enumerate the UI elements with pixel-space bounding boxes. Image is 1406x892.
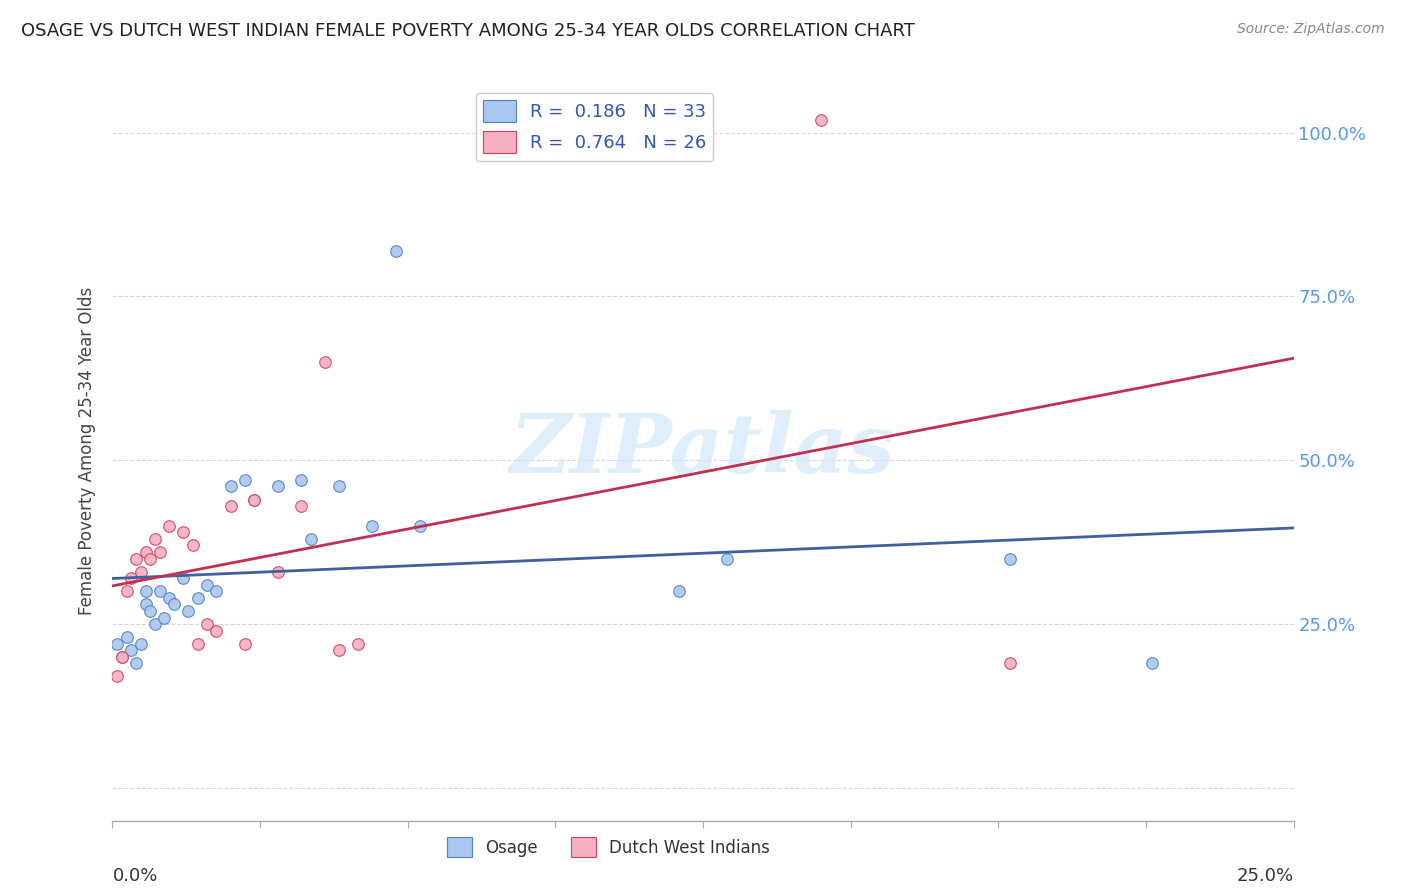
Point: [1140, 657, 1163, 671]
Point: [195, 617, 218, 632]
Point: [267, 565, 290, 579]
Point: [314, 355, 336, 369]
Point: [243, 492, 266, 507]
Point: [157, 518, 180, 533]
Point: [149, 584, 172, 599]
Text: Source: ZipAtlas.com: Source: ZipAtlas.com: [1237, 22, 1385, 37]
Point: [139, 604, 162, 618]
Point: [205, 584, 228, 599]
Point: [105, 637, 128, 651]
Point: [233, 637, 256, 651]
Point: [668, 584, 690, 599]
Point: [172, 571, 194, 585]
Point: [105, 669, 128, 683]
Point: [243, 492, 266, 507]
Text: 0.0%: 0.0%: [112, 866, 157, 885]
Point: [267, 479, 290, 493]
Point: [385, 244, 408, 258]
Point: [219, 479, 242, 493]
Point: [153, 610, 176, 624]
Point: [129, 637, 152, 651]
Point: [716, 551, 738, 566]
Point: [347, 637, 370, 651]
Point: [290, 499, 312, 513]
Point: [149, 545, 172, 559]
Text: OSAGE VS DUTCH WEST INDIAN FEMALE POVERTY AMONG 25-34 YEAR OLDS CORRELATION CHAR: OSAGE VS DUTCH WEST INDIAN FEMALE POVERT…: [21, 22, 915, 40]
Point: [205, 624, 228, 638]
Point: [115, 630, 138, 644]
Point: [111, 649, 134, 664]
Point: [186, 637, 208, 651]
Point: [998, 551, 1021, 566]
Point: [120, 571, 142, 585]
Point: [186, 591, 208, 605]
Text: 25.0%: 25.0%: [1236, 866, 1294, 885]
Point: [125, 551, 148, 566]
Legend: Osage, Dutch West Indians: Osage, Dutch West Indians: [440, 830, 778, 864]
Point: [328, 479, 350, 493]
Point: [163, 598, 186, 612]
Text: ZIPatlas: ZIPatlas: [510, 410, 896, 491]
Point: [139, 551, 162, 566]
Point: [233, 473, 256, 487]
Point: [181, 539, 204, 553]
Point: [195, 578, 218, 592]
Point: [172, 525, 194, 540]
Point: [290, 473, 312, 487]
Point: [129, 565, 152, 579]
Point: [177, 604, 200, 618]
Point: [125, 657, 148, 671]
Point: [115, 584, 138, 599]
Point: [135, 545, 157, 559]
Y-axis label: Female Poverty Among 25-34 Year Olds: Female Poverty Among 25-34 Year Olds: [77, 286, 96, 615]
Point: [408, 518, 430, 533]
Point: [120, 643, 142, 657]
Point: [135, 584, 157, 599]
Point: [810, 112, 832, 127]
Point: [219, 499, 242, 513]
Point: [157, 591, 180, 605]
Point: [111, 649, 134, 664]
Point: [143, 532, 166, 546]
Point: [998, 657, 1021, 671]
Point: [328, 643, 350, 657]
Point: [299, 532, 322, 546]
Point: [135, 598, 157, 612]
Point: [361, 518, 384, 533]
Point: [143, 617, 166, 632]
